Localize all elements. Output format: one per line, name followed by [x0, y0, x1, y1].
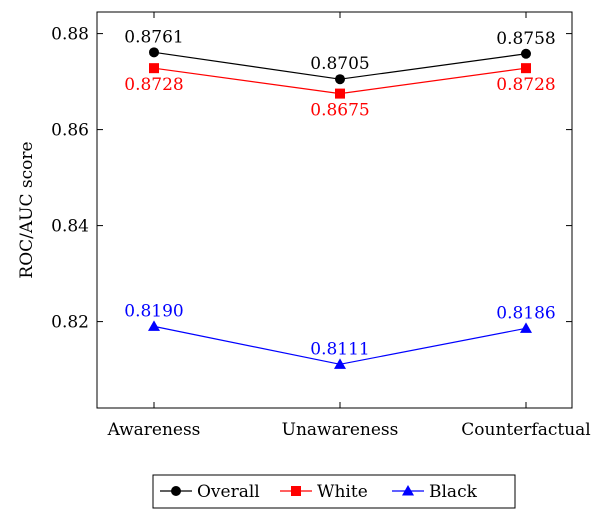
data-point	[334, 358, 346, 369]
data-point	[149, 63, 159, 74]
y-tick-label: 0.86	[51, 121, 89, 141]
legend-marker	[402, 485, 414, 496]
legend: Overall White Black	[152, 474, 516, 509]
x-tick-label: Counterfactual	[461, 420, 590, 440]
data-point	[521, 63, 531, 74]
series-black: 0.8190 0.8111 0.8186	[124, 301, 556, 369]
data-label: 0.8186	[496, 303, 555, 323]
data-point	[335, 88, 345, 99]
legend-item-overall: Overall	[160, 482, 260, 502]
data-label: 0.8705	[310, 54, 369, 74]
data-label: 0.8728	[496, 75, 555, 95]
legend-item-white: White	[280, 482, 368, 502]
series-overall: 0.8761 0.8705 0.8758	[124, 27, 556, 85]
data-label: 0.8728	[124, 75, 183, 95]
x-tick-label: Awareness	[107, 420, 201, 440]
y-tick-label: 0.82	[51, 313, 89, 333]
y-axis-label: ROC/AUC score	[17, 141, 37, 278]
data-label: 0.8675	[310, 101, 369, 121]
legend-marker	[171, 486, 181, 496]
axis-ticks: 0.82 0.84 0.86 0.88 Awareness Unawareness Coun…	[51, 12, 591, 440]
series-white: 0.8728 0.8675 0.8728	[124, 63, 556, 121]
data-point	[521, 48, 531, 59]
x-tick-label: Unawareness	[282, 420, 399, 440]
data-label: 0.8111	[310, 339, 369, 359]
data-point	[335, 74, 345, 85]
legend-label: Black	[429, 482, 478, 502]
y-tick-label: 0.84	[51, 217, 89, 237]
legend-item-black: Black	[392, 482, 478, 502]
legend-marker	[291, 486, 301, 496]
data-label: 0.8190	[124, 301, 183, 321]
legend-label: Overall	[197, 482, 260, 502]
data-label: 0.8758	[496, 29, 555, 49]
legend-label: White	[317, 482, 368, 502]
plot-frame	[96, 11, 573, 409]
data-point	[148, 320, 160, 331]
data-point	[149, 47, 159, 58]
data-point	[520, 322, 532, 333]
legend-frame	[152, 474, 516, 509]
data-label: 0.8761	[124, 27, 183, 47]
y-tick-label: 0.88	[51, 25, 89, 45]
series-layer: 0.8761 0.8705 0.8758 0.8728 0.8675 0.8728 0.81…	[124, 27, 556, 369]
